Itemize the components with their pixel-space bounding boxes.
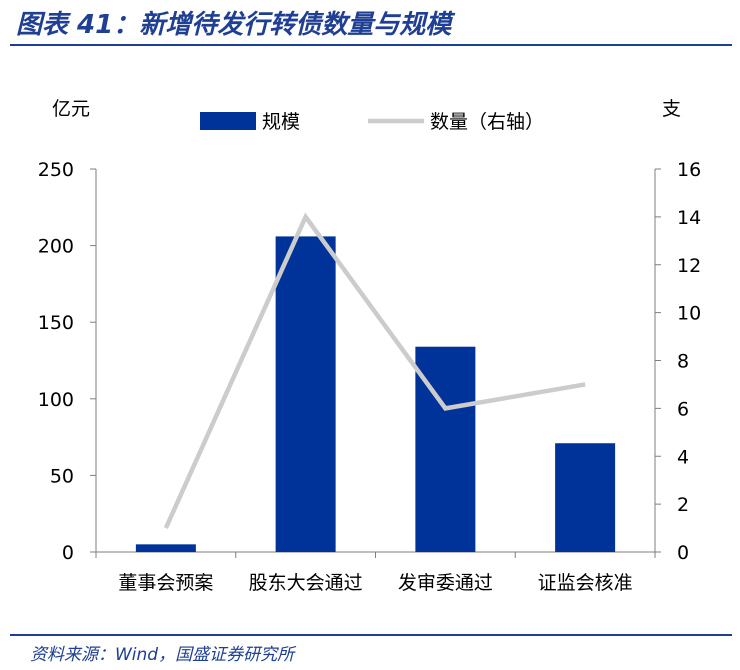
legend-swatch-bar [200, 112, 256, 130]
bar [135, 544, 196, 552]
legend-label-bar: 规模 [262, 111, 300, 133]
y-tick-label-right: 6 [677, 398, 689, 420]
y-axis-right-label: 支 [662, 98, 681, 120]
y-tick-label-right: 4 [677, 446, 689, 468]
bar [555, 443, 616, 552]
x-tick-label: 股东大会通过 [249, 572, 363, 594]
y-tick-label-right: 2 [677, 494, 689, 516]
bar [275, 236, 336, 552]
y-tick-label-left: 150 [38, 312, 74, 334]
y-axis-left-label: 亿元 [52, 98, 90, 120]
y-tick-label-left: 100 [38, 389, 74, 411]
x-tick-label: 董事会预案 [118, 572, 213, 594]
line-series-count [163, 212, 586, 529]
y-tick-label-right: 16 [677, 159, 701, 181]
y-tick-label-right: 14 [677, 207, 701, 229]
y-tick-label-left: 200 [38, 236, 74, 258]
y-tick-label-right: 12 [677, 255, 701, 277]
footer-divider [10, 634, 732, 636]
y-tick-label-right: 0 [677, 542, 689, 564]
title-bar: 图表 41：新增待发行转债数量与规模 [0, 0, 740, 44]
page-title: 图表 41：新增待发行转债数量与规模 [16, 10, 452, 40]
x-tick-label: 证监会核准 [538, 572, 633, 594]
y-tick-label-right: 10 [677, 303, 701, 325]
source-note: 资料来源：Wind，国盛证券研究所 [30, 645, 295, 665]
x-tick-label: 发审委通过 [398, 572, 493, 594]
y-tick-label-left: 0 [62, 542, 74, 564]
y-tick-label-left: 50 [50, 465, 74, 487]
y-tick-label-left: 250 [38, 159, 74, 181]
y-tick-label-right: 8 [677, 351, 689, 373]
title-divider [10, 44, 732, 46]
legend-label-line: 数量（右轴） [430, 111, 544, 133]
